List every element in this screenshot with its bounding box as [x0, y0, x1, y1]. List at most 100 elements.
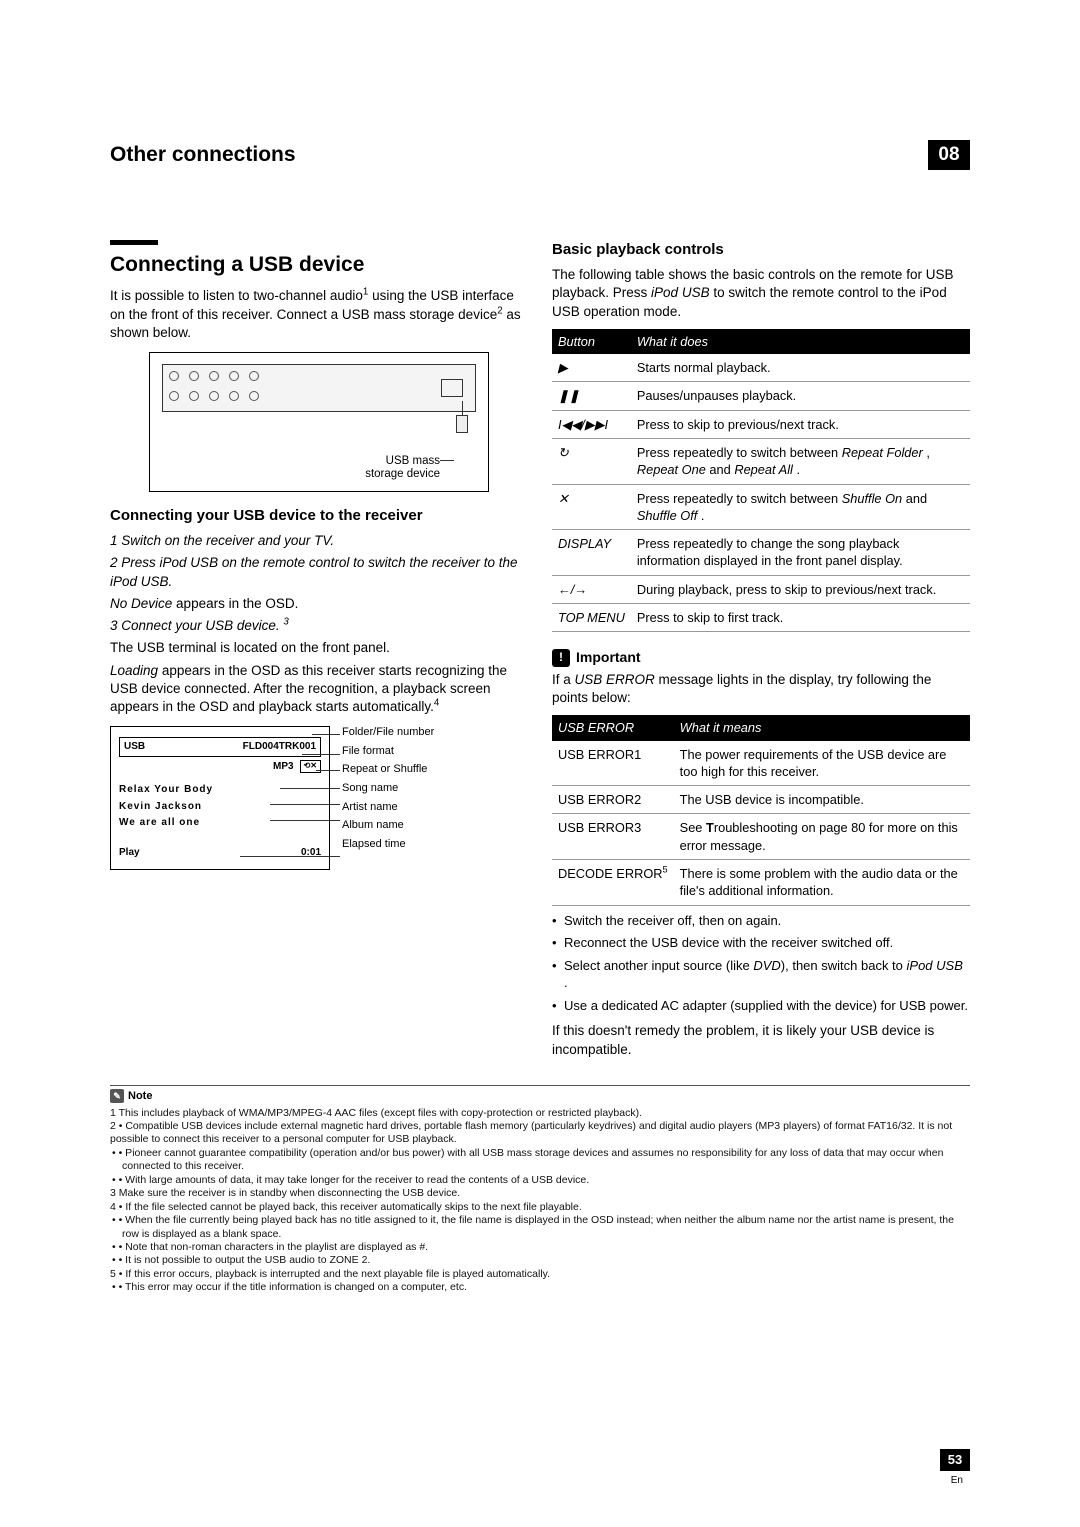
diagram1-label-1: USB mass	[386, 455, 440, 467]
no-device-text: No Device	[110, 596, 172, 611]
closing-paragraph: If this doesn't remedy the problem, it i…	[552, 1022, 970, 1058]
osd-artist: Kevin Jackson	[119, 800, 321, 814]
table-row: ❚❚Pauses/unpauses playback.	[552, 382, 970, 410]
footnote-separator	[110, 1085, 970, 1086]
page-number: 53	[940, 1449, 970, 1471]
btn-cell: ▶	[552, 354, 631, 382]
manual-page: Other connections 08 Connecting a USB de…	[0, 0, 1080, 1527]
subsection-connecting: Connecting your USB device to the receiv…	[110, 506, 528, 526]
means-cell: There is some problem with the audio dat…	[674, 860, 970, 906]
bullet-item: Reconnect the USB device with the receiv…	[552, 934, 970, 952]
receiver-diagram: USB mass storage device	[149, 352, 489, 492]
osd-album: We are all one	[119, 816, 321, 830]
osd-screen: USB FLD004TRK001 MP3 ⟲✕ Relax Your Body …	[110, 726, 330, 870]
th-err: USB ERROR	[552, 715, 674, 740]
table-row: ←/→During playback, press to skip to pre…	[552, 575, 970, 603]
note-icon: ✎	[110, 1089, 124, 1103]
footnote-line: 4 • If the file selected cannot be playe…	[110, 1201, 970, 1214]
controls-table: Button What it does ▶Starts normal playb…	[552, 329, 970, 632]
desc-cell: Press repeatedly to change the song play…	[631, 530, 970, 576]
desc-cell: During playback, press to skip to previo…	[631, 575, 970, 603]
table-row: ▶Starts normal playback.	[552, 354, 970, 382]
step-text: Press iPod USB on the remote control to …	[110, 555, 517, 588]
footnote-line: • With large amounts of data, it may tak…	[110, 1174, 970, 1187]
step-1: 1 Switch on the receiver and your TV.	[110, 532, 528, 550]
desc-cell: Press repeatedly to switch between Shuff…	[631, 484, 970, 530]
table-row: ✕Press repeatedly to switch between Shuf…	[552, 484, 970, 530]
left-column: Connecting a USB device It is possible t…	[110, 240, 528, 1063]
loading-paragraph: Loading appears in the OSD as this recei…	[110, 662, 528, 717]
diagram1-label-2: storage device	[365, 468, 440, 480]
step-num: 1	[110, 533, 118, 548]
desc-cell: Press to skip to previous/next track.	[631, 410, 970, 438]
err-cell: USB ERROR2	[552, 786, 674, 814]
right-column: Basic playback controls The following ta…	[552, 240, 970, 1063]
table-row: I◀◀/▶▶IPress to skip to previous/next tr…	[552, 410, 970, 438]
footnote-line: • Pioneer cannot guarantee compatibility…	[110, 1147, 970, 1174]
desc-cell: Pauses/unpauses playback.	[631, 382, 970, 410]
err-cell: DECODE ERROR5	[552, 860, 674, 906]
osd-song: Relax Your Body	[119, 783, 321, 797]
btn-cell: ✕	[552, 484, 631, 530]
callout-label: Repeat or Shuffle	[342, 763, 434, 775]
subsection-playback: Basic playback controls	[552, 240, 970, 260]
footnote-ref-4: 4	[434, 698, 439, 709]
means-cell: The power requirements of the USB device…	[674, 741, 970, 786]
step-num: 3	[110, 618, 118, 633]
usb-stick-icon	[456, 415, 468, 433]
callout-label: Album name	[342, 819, 434, 831]
desc-cell: Press to skip to first track.	[631, 603, 970, 631]
footnote-line: • This error may occur if the title info…	[110, 1281, 970, 1294]
osd-folder-file: FLD004TRK001	[243, 740, 316, 754]
osd-format: MP3	[273, 760, 294, 774]
desc-cell: Press repeatedly to switch between Repea…	[631, 438, 970, 484]
usb-port-icon	[441, 379, 463, 397]
btn-cell: I◀◀/▶▶I	[552, 410, 631, 438]
ipod-usb-italic: iPod USB	[651, 285, 710, 300]
intro-text-1: It is possible to listen to two-channel …	[110, 288, 363, 303]
osd-diagram: USB FLD004TRK001 MP3 ⟲✕ Relax Your Body …	[110, 726, 490, 870]
th-button: Button	[552, 329, 631, 354]
callout-label: Song name	[342, 782, 434, 794]
steps-list: 1 Switch on the receiver and your TV. 2 …	[110, 532, 528, 591]
btn-cell: DISPLAY	[552, 530, 631, 576]
important-title: Important	[576, 648, 641, 667]
bullet-item: Switch the receiver off, then on again.	[552, 912, 970, 930]
warning-icon: !	[552, 649, 570, 667]
step-3: 3 Connect your USB device. 3	[110, 617, 528, 635]
bullet-item: Select another input source (like DVD), …	[552, 957, 970, 992]
section-rule	[110, 240, 158, 245]
footnote-line: 2 • Compatible USB devices include exter…	[110, 1120, 970, 1147]
table-row: TOP MENUPress to skip to first track.	[552, 603, 970, 631]
footnote-line: 5 • If this error occurs, playback is in…	[110, 1268, 970, 1281]
appears-text: appears in the OSD.	[176, 596, 298, 611]
table-row: USB ERROR3See Troubleshooting on page 80…	[552, 814, 970, 860]
callout-label: Artist name	[342, 801, 434, 813]
loading-word: Loading	[110, 663, 158, 678]
receiver-body	[162, 364, 476, 412]
th-means: What it means	[674, 715, 970, 740]
osd-callout-labels: Folder/File number File format Repeat or…	[342, 726, 434, 856]
step-2-note: No Device appears in the OSD.	[110, 595, 528, 613]
table-row: DISPLAYPress repeatedly to change the so…	[552, 530, 970, 576]
th-what: What it does	[631, 329, 970, 354]
osd-usb: USB	[124, 740, 145, 754]
btn-cell: ←/→	[552, 575, 631, 603]
note-heading: ✎ Note	[110, 1089, 970, 1104]
callout-label: Folder/File number	[342, 726, 434, 738]
table-row: ↻Press repeatedly to switch between Repe…	[552, 438, 970, 484]
footnote-line: • When the file currently being played b…	[110, 1214, 970, 1241]
important-intro: If a USB ERROR message lights in the dis…	[552, 671, 970, 707]
footnote-ref-3: 3	[283, 617, 288, 628]
step-text: Switch on the receiver and your TV.	[121, 533, 334, 548]
table-row: DECODE ERROR5There is some problem with …	[552, 860, 970, 906]
chapter-badge: 08	[928, 140, 970, 170]
means-cell: The USB device is incompatible.	[674, 786, 970, 814]
err-cell: USB ERROR1	[552, 741, 674, 786]
footnote-line: • It is not possible to output the USB a…	[110, 1254, 970, 1267]
usb-diagram-label: USB mass storage device	[365, 455, 440, 481]
bullet-item: Use a dedicated AC adapter (supplied wit…	[552, 997, 970, 1015]
btn-cell: ↻	[552, 438, 631, 484]
callout-label: File format	[342, 745, 434, 757]
playback-intro: The following table shows the basic cont…	[552, 266, 970, 321]
